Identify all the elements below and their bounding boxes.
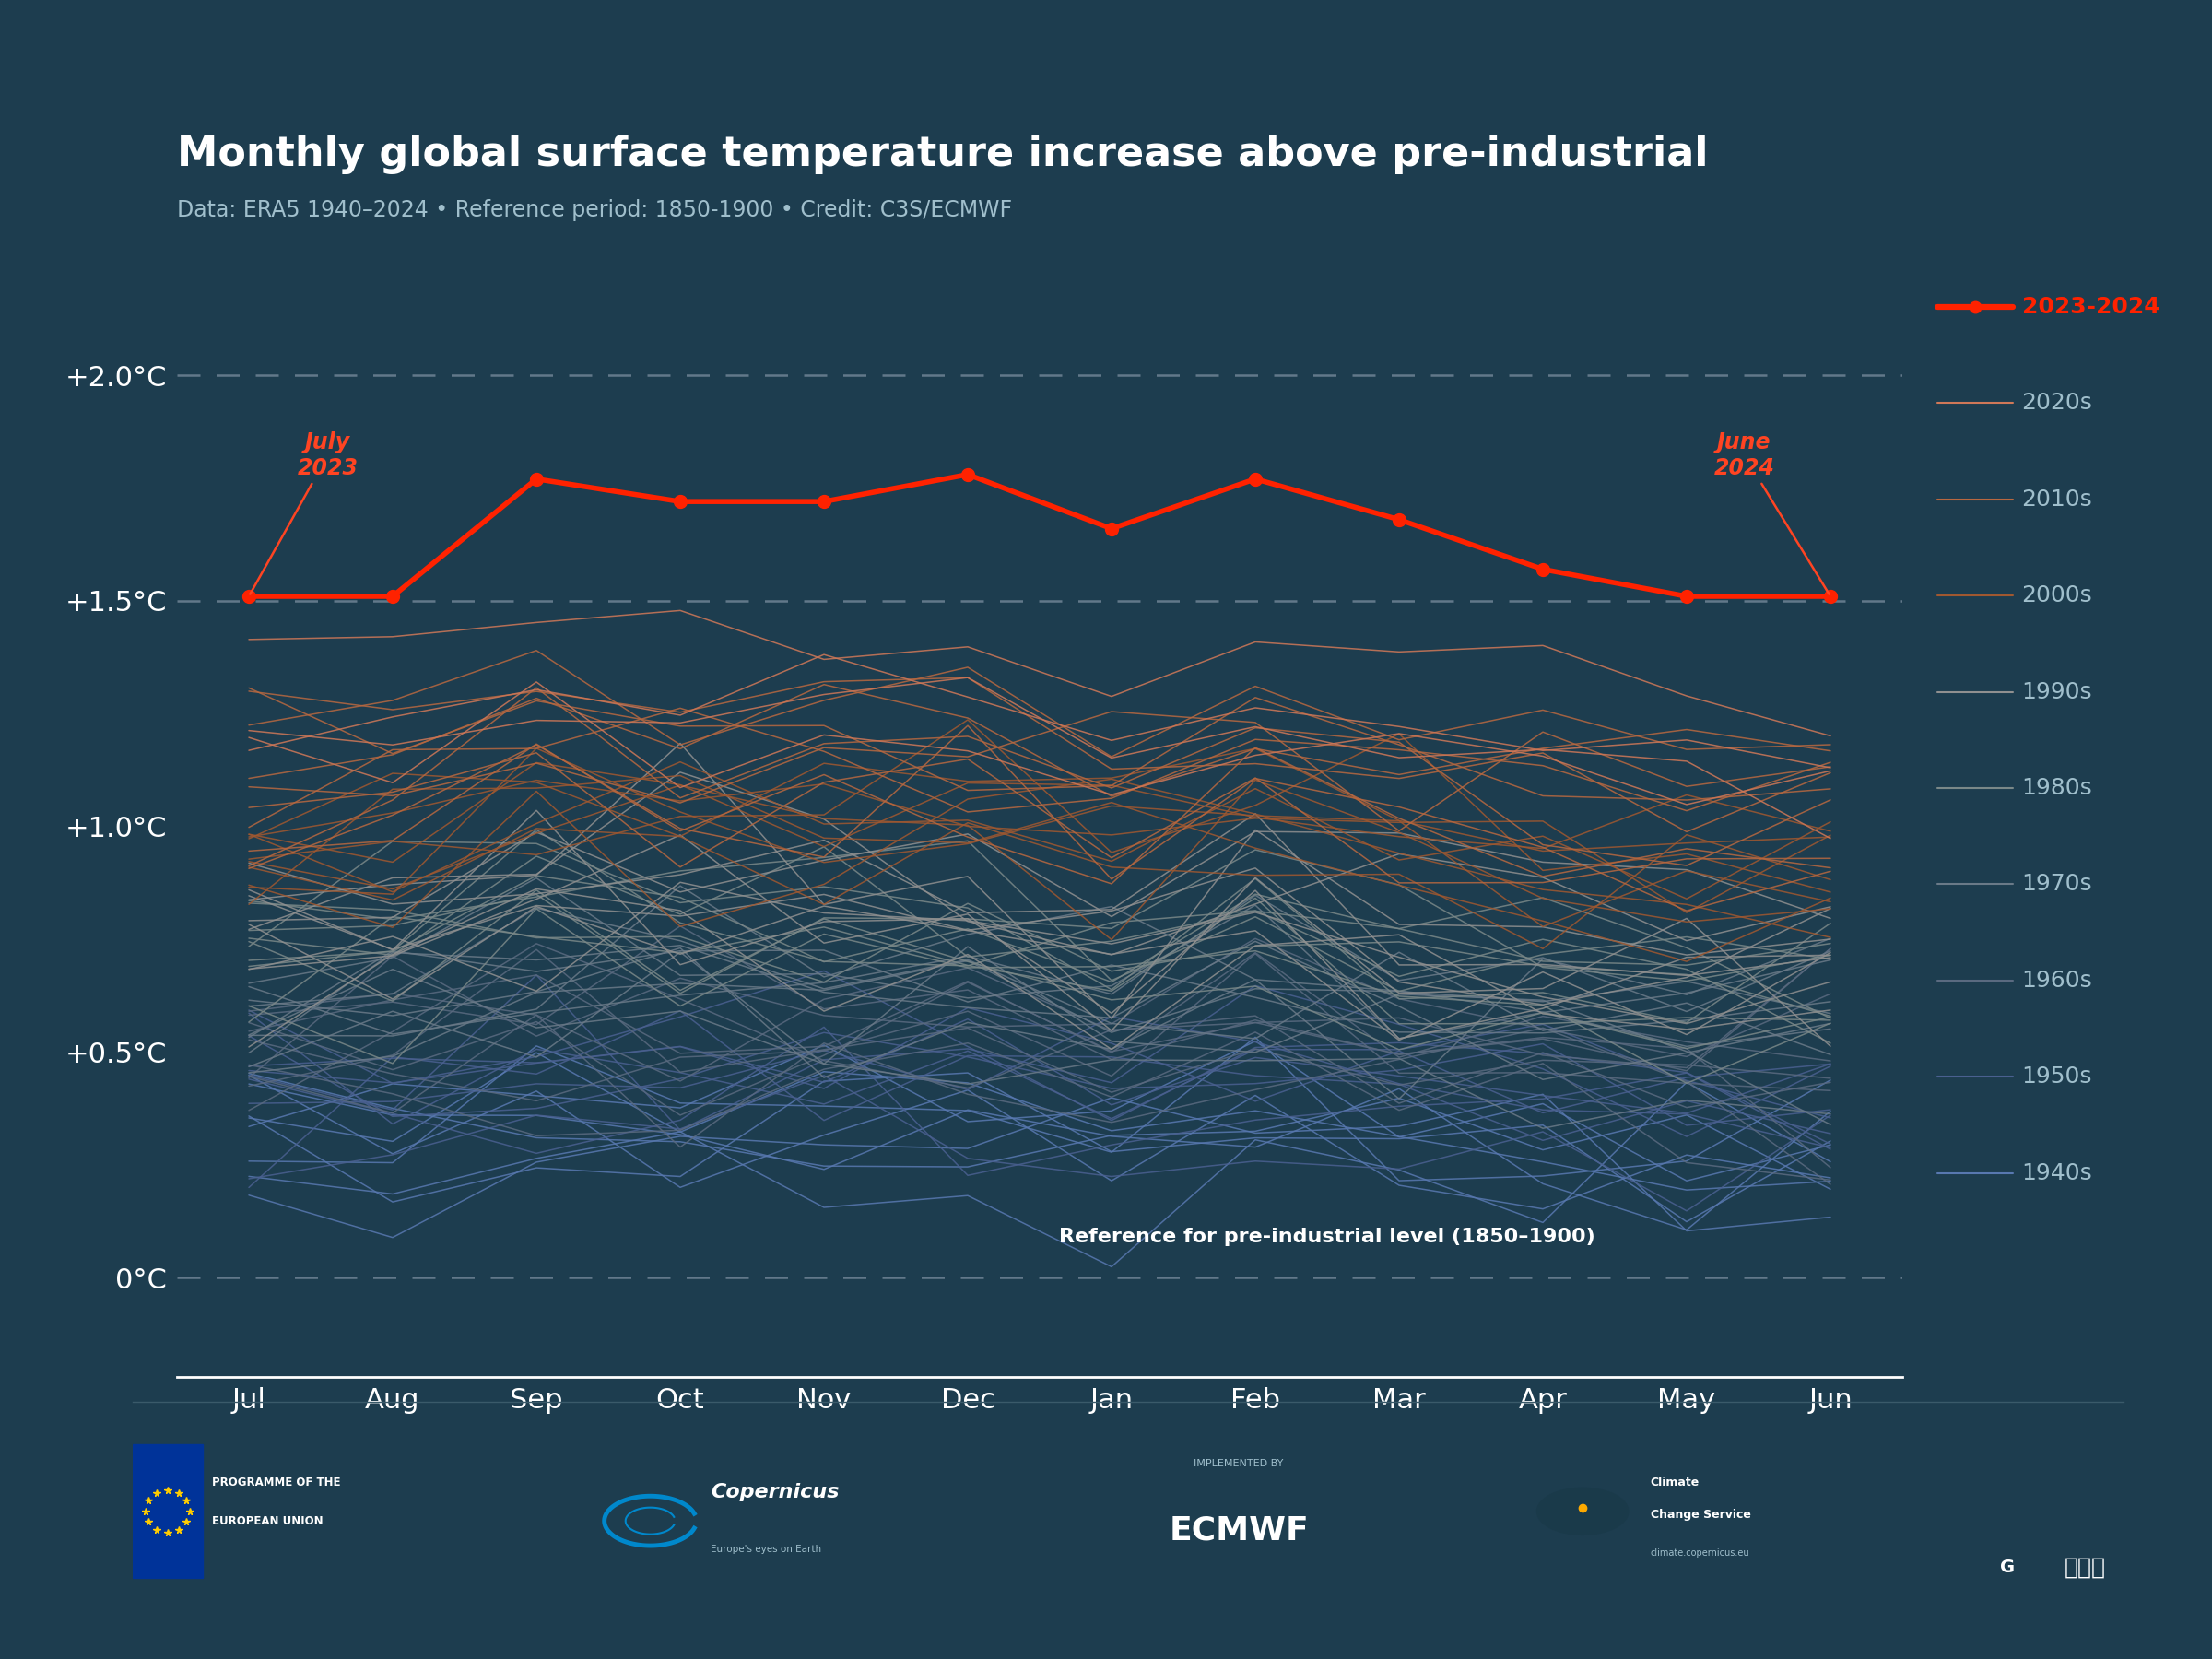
Text: 1970s: 1970s [2022,873,2093,896]
Text: Climate: Climate [1650,1477,1699,1488]
Text: 2020s: 2020s [2022,392,2093,415]
Text: 2010s: 2010s [2022,488,2093,511]
Text: PROGRAMME OF THE: PROGRAMME OF THE [212,1477,341,1488]
Text: 1960s: 1960s [2022,969,2093,992]
Text: 1940s: 1940s [2022,1161,2093,1185]
Text: 2000s: 2000s [2022,584,2093,607]
Text: ECMWF: ECMWF [1168,1515,1310,1546]
Text: Europe's eyes on Earth: Europe's eyes on Earth [710,1545,821,1554]
Text: 1950s: 1950s [2022,1065,2093,1088]
Text: Monthly global surface temperature increase above pre-industrial: Monthly global surface temperature incre… [177,134,1708,174]
Text: July
2023: July 2023 [250,431,358,594]
Text: Reference for pre-industrial level (1850–1900): Reference for pre-industrial level (1850… [1060,1228,1595,1246]
Bar [133,1445,204,1578]
Text: 格隆汇: 格隆汇 [2064,1556,2106,1579]
Text: Data: ERA5 1940–2024 • Reference period: 1850-1900 • Credit: C3S/ECMWF: Data: ERA5 1940–2024 • Reference period:… [177,199,1013,221]
Text: 2023-2024: 2023-2024 [2022,295,2159,319]
Text: G: G [2000,1559,2015,1576]
Text: 1990s: 1990s [2022,680,2093,703]
Text: June
2024: June 2024 [1714,431,1829,594]
Text: 1980s: 1980s [2022,776,2093,800]
Text: EUROPEAN UNION: EUROPEAN UNION [212,1515,323,1526]
Circle shape [1537,1488,1628,1535]
Text: climate.copernicus.eu: climate.copernicus.eu [1650,1550,1750,1558]
Text: IMPLEMENTED BY: IMPLEMENTED BY [1194,1458,1283,1468]
Text: Copernicus: Copernicus [710,1483,838,1501]
Text: Change Service: Change Service [1650,1510,1750,1521]
